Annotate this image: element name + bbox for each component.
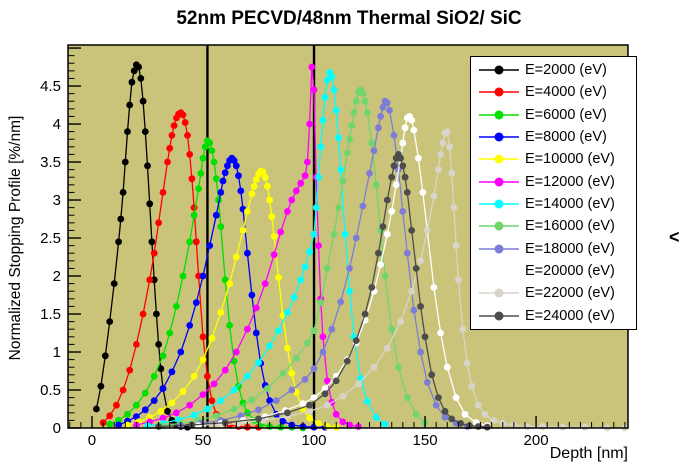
x-axis-title: Depth [nm] (549, 445, 628, 462)
svg-text:2.5: 2.5 (40, 230, 61, 247)
y-axis-ticks (68, 47, 81, 429)
legend-label: E=4000 (eV) (525, 84, 607, 101)
svg-text:1.5: 1.5 (40, 306, 61, 323)
legend-label: E=2000 (eV) (525, 62, 607, 79)
legend-box: E=2000 (eV) E=4000 (eV) E=6000 (eV) E=8000 … (470, 56, 637, 330)
legend-item: E=12000 (eV) (478, 171, 636, 193)
legend-marker-icon (479, 266, 519, 276)
legend-label: E=24000 (eV) (525, 307, 615, 324)
legend-marker-icon (479, 132, 519, 142)
y-axis-title: Normalized Stopping Profile [%/nm] (7, 115, 24, 361)
side-caret-glyph: < (669, 227, 680, 247)
legend-item: E=8000 (eV) (478, 126, 636, 148)
legend-marker-icon (479, 154, 519, 164)
legend-item: E=22000 (eV) (478, 282, 636, 304)
svg-text:0: 0 (88, 432, 96, 449)
legend-marker-icon (479, 244, 519, 254)
series-curve-2 (106, 137, 307, 432)
svg-text:3.5: 3.5 (40, 154, 61, 171)
svg-text:1: 1 (53, 344, 61, 361)
series-curve-0 (93, 61, 191, 431)
y-tick-labels: 0 0.5 1 1.5 2 2.5 3 3.5 4 4.5 (40, 78, 61, 437)
svg-text:4.5: 4.5 (40, 78, 61, 95)
legend-item: E=18000 (eV) (478, 238, 636, 260)
svg-text:3: 3 (53, 192, 61, 209)
svg-text:0: 0 (53, 420, 61, 437)
svg-text:150: 150 (413, 432, 438, 449)
x-axis-ticks (69, 416, 626, 428)
series-curve-6 (144, 69, 389, 430)
legend-marker-icon (479, 87, 519, 97)
legend-label: E=6000 (eV) (525, 106, 607, 123)
legend-item: E=10000 (eV) (478, 148, 636, 170)
legend-label: E=10000 (eV) (525, 151, 615, 168)
legend-label: E=20000 (eV) (525, 263, 615, 280)
legend-label: E=8000 (eV) (525, 129, 607, 146)
legend-marker-icon (479, 221, 519, 231)
legend-item: E=2000 (eV) (478, 59, 636, 81)
legend-marker-icon (479, 177, 519, 187)
chart-title: 52nm PECVD/48nm Thermal SiO2/ SiC (176, 8, 522, 29)
svg-text:50: 50 (195, 432, 212, 449)
legend-item: E=4000 (eV) (478, 81, 636, 103)
series-curve-11 (155, 151, 491, 431)
series-curve-8 (177, 97, 471, 430)
svg-text:0.5: 0.5 (40, 382, 61, 399)
svg-text:4: 4 (53, 116, 61, 133)
legend-marker-icon (479, 288, 519, 298)
legend-item: E=16000 (eV) (478, 215, 636, 237)
svg-text:2: 2 (53, 268, 61, 285)
legend-marker-icon (479, 65, 519, 75)
svg-text:100: 100 (302, 432, 327, 449)
legend-label: E=14000 (eV) (525, 196, 615, 213)
legend-marker-icon (479, 199, 519, 209)
legend-item: E=6000 (eV) (478, 104, 636, 126)
legend-label: E=18000 (eV) (525, 240, 615, 257)
legend-label: E=16000 (eV) (525, 218, 615, 235)
svg-text:200: 200 (524, 432, 549, 449)
legend-item: E=20000 (eV) (478, 260, 636, 282)
series-curve-7 (159, 86, 429, 430)
legend-label: E=22000 (eV) (525, 285, 615, 302)
legend-label: E=12000 (eV) (525, 173, 615, 190)
legend-item: E=14000 (eV) (478, 193, 636, 215)
series-curve-4 (124, 167, 340, 431)
legend-marker-icon (479, 110, 519, 120)
series-curve-3 (115, 154, 329, 431)
legend-item: E=24000 (eV) (478, 305, 636, 327)
legend-marker-icon (479, 311, 519, 321)
x-tick-labels: 0 50 100 150 200 (88, 432, 549, 449)
